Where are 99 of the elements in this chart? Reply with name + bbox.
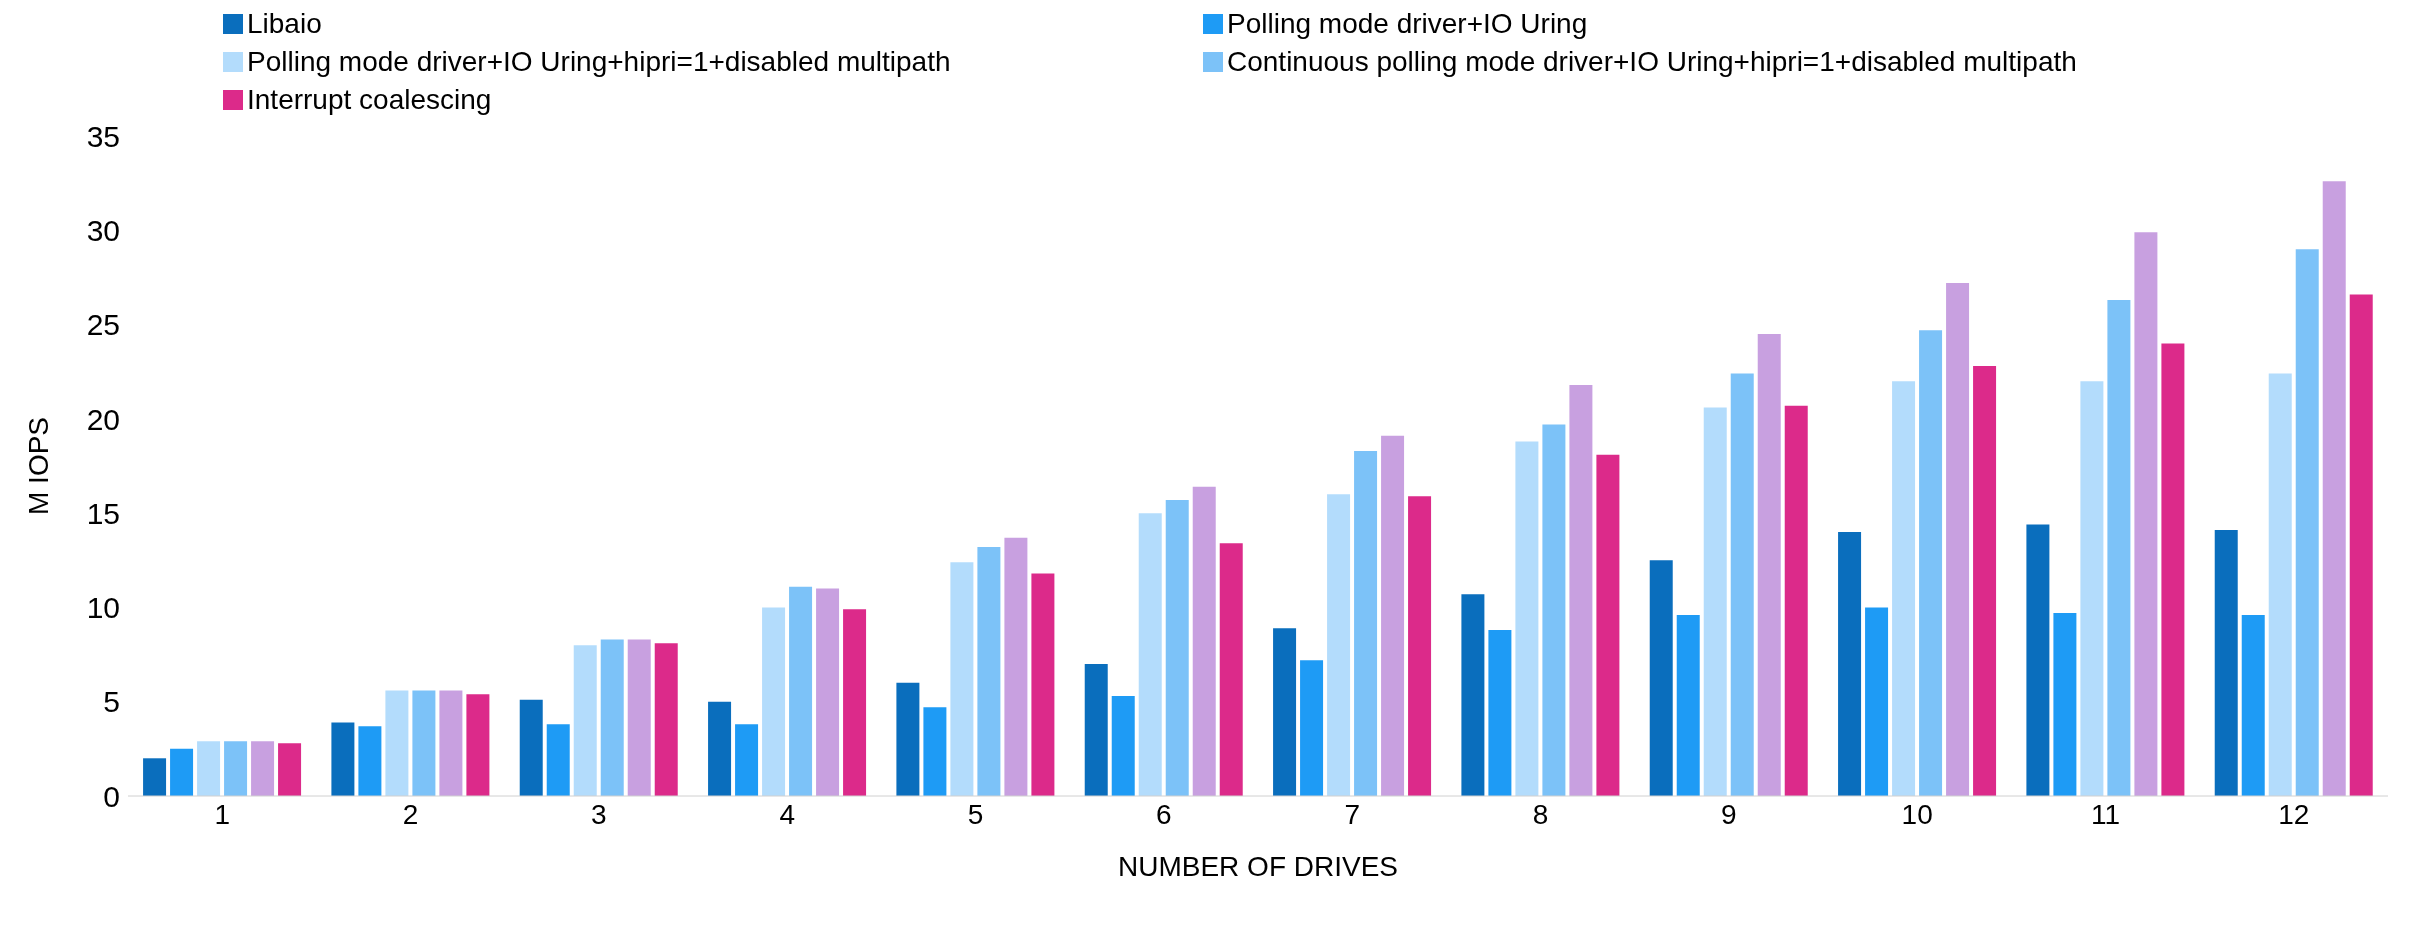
- bar: [1165, 499, 1189, 796]
- x-tick-label: 10: [1901, 798, 1933, 830]
- bar: [1381, 435, 1405, 796]
- bar: [1973, 366, 1997, 796]
- bar: [2268, 373, 2292, 796]
- bar: [385, 690, 409, 796]
- bar: [1542, 424, 1566, 796]
- bar: [1004, 537, 1028, 796]
- bar: [1757, 334, 1781, 796]
- legend-label: Interrupt coalescing: [247, 84, 492, 116]
- bar: [600, 639, 624, 796]
- bar: [278, 743, 302, 796]
- bar: [2295, 249, 2319, 796]
- bar: [1569, 384, 1593, 796]
- bar: [1865, 607, 1889, 796]
- bar: [224, 741, 248, 796]
- bar: [2349, 294, 2373, 796]
- bar: [1300, 660, 1324, 796]
- bar: [654, 643, 678, 796]
- bar: [2322, 181, 2346, 796]
- x-tick-label: 11: [2090, 798, 2121, 830]
- x-tick-label: 12: [2278, 798, 2310, 830]
- bar: [2053, 613, 2077, 796]
- legend-label: Polling mode driver+IO Uring: [1227, 8, 1588, 40]
- bar: [251, 741, 275, 796]
- bar: [197, 741, 221, 796]
- x-tick-label: 2: [402, 798, 419, 830]
- x-tick-label: 9: [1721, 798, 1737, 830]
- bar: [1730, 373, 1754, 796]
- bar: [1838, 532, 1862, 796]
- bar: [1784, 405, 1808, 796]
- y-axis-title: M IOPS: [22, 416, 54, 516]
- bar: [1354, 450, 1378, 796]
- x-tick-label: 1: [214, 798, 230, 830]
- bar: [1084, 664, 1108, 796]
- bar: [923, 707, 947, 796]
- bar: [708, 701, 732, 796]
- bar: [1192, 486, 1216, 796]
- bar: [1461, 594, 1485, 796]
- legend-label: Polling mode driver+IO Uring+hipri=1+disabled multipath: [247, 46, 951, 78]
- y-tick-label: 25: [86, 308, 120, 342]
- bar: [762, 607, 786, 796]
- legend-label: Continuous polling mode driver+IO Uring+hipri=1+disabled multipath: [1227, 46, 2077, 78]
- bar: [1596, 454, 1620, 796]
- bar: [412, 690, 436, 796]
- bar: [1408, 496, 1432, 796]
- x-axis-title: NUMBER OF DRIVES: [1117, 851, 1399, 882]
- bar: [2134, 232, 2158, 796]
- bar: [816, 588, 840, 796]
- bar: [2241, 614, 2265, 796]
- bar: [170, 748, 194, 796]
- bar: [977, 547, 1001, 796]
- bar: [1031, 573, 1055, 796]
- bar: [439, 690, 463, 796]
- bar: [573, 645, 597, 796]
- bar: [1919, 330, 1943, 796]
- bar: [2026, 524, 2050, 796]
- bar: [466, 694, 490, 796]
- bar: [1488, 630, 1512, 796]
- x-tick-label: 4: [779, 798, 795, 830]
- x-tick-label: 7: [1344, 798, 1360, 830]
- bar: [2214, 530, 2238, 796]
- x-tick-label: 6: [1156, 798, 1172, 830]
- bar: [1273, 628, 1297, 796]
- bar: [1946, 283, 1970, 796]
- bar: [843, 609, 867, 796]
- bar: [1515, 441, 1539, 796]
- bar: [950, 562, 974, 796]
- bar: [789, 586, 813, 796]
- bar: [1138, 513, 1162, 796]
- y-tick-label: 10: [86, 591, 120, 625]
- bar: [1219, 543, 1243, 796]
- y-tick-label: 20: [86, 402, 120, 436]
- y-tick-label: 5: [103, 685, 120, 719]
- x-tick-label: 5: [967, 798, 984, 830]
- x-tick-label: 3: [591, 798, 607, 830]
- y-tick-label: 30: [86, 213, 120, 247]
- legend-label: Libaio: [247, 8, 322, 40]
- y-tick-label: 15: [86, 496, 120, 530]
- bar: [1649, 560, 1673, 796]
- bar: [358, 726, 382, 796]
- bar: [546, 724, 570, 796]
- bar: [2161, 343, 2185, 796]
- bar: [2080, 381, 2104, 796]
- bar: [1892, 381, 1916, 796]
- bar: [1676, 614, 1700, 796]
- bar: [1703, 407, 1727, 796]
- bar: [519, 699, 543, 796]
- bar: [1327, 494, 1351, 796]
- x-tick-label: 8: [1532, 798, 1549, 830]
- bar: [896, 682, 920, 796]
- bar: [143, 758, 167, 796]
- bar: [331, 722, 355, 796]
- bar: [1111, 696, 1135, 796]
- bar: [627, 639, 651, 796]
- y-tick-label: 35: [86, 119, 120, 153]
- y-tick-label: 0: [103, 779, 120, 813]
- bar: [735, 724, 759, 796]
- bar: [2107, 300, 2131, 796]
